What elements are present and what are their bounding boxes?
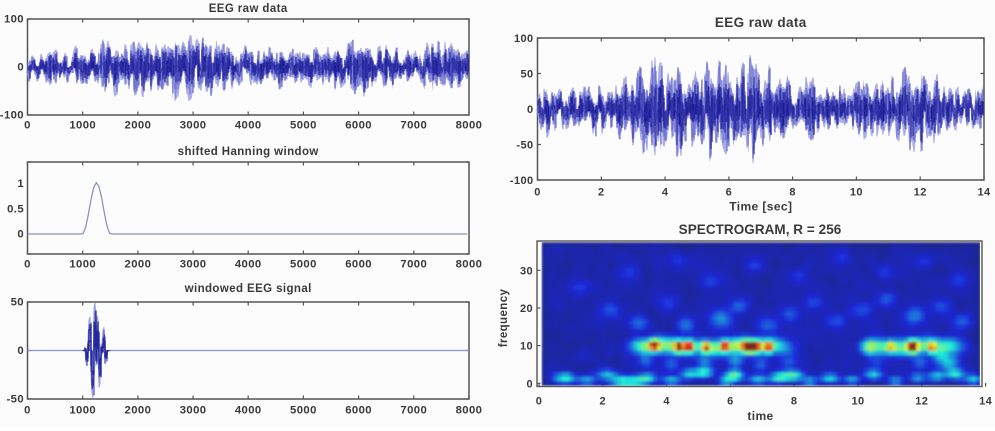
svg-text:2: 2 — [600, 396, 607, 408]
svg-text:0: 0 — [536, 396, 543, 408]
svg-text:1: 1 — [17, 178, 24, 190]
svg-text:1000: 1000 — [69, 405, 96, 417]
svg-text:2: 2 — [598, 187, 605, 199]
svg-text:0: 0 — [24, 120, 31, 132]
svg-text:4000: 4000 — [235, 120, 262, 132]
svg-text:4000: 4000 — [235, 259, 262, 271]
svg-text:6: 6 — [726, 187, 733, 199]
svg-text:3000: 3000 — [180, 120, 207, 132]
svg-text:0: 0 — [17, 62, 24, 74]
svg-text:-100: -100 — [510, 175, 534, 187]
svg-text:8000: 8000 — [456, 120, 483, 132]
svg-text:5000: 5000 — [290, 259, 317, 271]
svg-text:-50: -50 — [516, 140, 533, 152]
svg-text:12: 12 — [915, 396, 928, 408]
svg-text:frequency: frequency — [498, 289, 510, 348]
svg-text:50: 50 — [11, 297, 24, 309]
svg-text:6000: 6000 — [345, 405, 372, 417]
svg-text:3000: 3000 — [180, 405, 207, 417]
svg-text:windowed EEG signal: windowed EEG signal — [184, 283, 312, 295]
svg-text:0: 0 — [24, 259, 31, 271]
svg-text:8: 8 — [789, 187, 796, 199]
svg-text:SPECTROGRAM, R = 256: SPECTROGRAM, R = 256 — [679, 222, 842, 237]
svg-text:0: 0 — [24, 405, 31, 417]
svg-text:8000: 8000 — [456, 405, 483, 417]
svg-text:10: 10 — [851, 396, 864, 408]
svg-text:0: 0 — [526, 378, 533, 390]
svg-text:Time [sec]: Time [sec] — [729, 200, 792, 214]
svg-text:0: 0 — [17, 229, 24, 241]
svg-text:6000: 6000 — [345, 120, 372, 132]
svg-text:2000: 2000 — [125, 405, 152, 417]
svg-text:7000: 7000 — [400, 259, 427, 271]
svg-text:EEG raw data: EEG raw data — [209, 3, 288, 15]
svg-text:-50: -50 — [6, 394, 24, 406]
svg-text:0: 0 — [17, 345, 24, 357]
svg-text:5000: 5000 — [290, 405, 317, 417]
svg-text:100: 100 — [4, 14, 24, 26]
svg-text:1000: 1000 — [69, 259, 96, 271]
svg-text:7000: 7000 — [400, 120, 427, 132]
svg-text:time: time — [747, 409, 773, 423]
svg-text:6000: 6000 — [345, 259, 372, 271]
svg-text:-100: -100 — [0, 110, 24, 122]
svg-text:2000: 2000 — [125, 259, 152, 271]
svg-text:4000: 4000 — [235, 405, 262, 417]
svg-text:0.5: 0.5 — [7, 203, 24, 215]
svg-text:14: 14 — [979, 396, 993, 408]
svg-text:4: 4 — [663, 396, 670, 408]
svg-text:0: 0 — [534, 187, 541, 199]
svg-text:12: 12 — [914, 187, 927, 199]
svg-text:8: 8 — [791, 396, 798, 408]
svg-text:7000: 7000 — [400, 405, 427, 417]
svg-text:5000: 5000 — [290, 120, 317, 132]
svg-text:6: 6 — [727, 396, 734, 408]
svg-text:3000: 3000 — [180, 259, 207, 271]
svg-text:100: 100 — [514, 33, 534, 45]
svg-text:10: 10 — [850, 187, 863, 199]
svg-text:14: 14 — [977, 187, 991, 199]
svg-text:4: 4 — [662, 187, 669, 199]
svg-text:30: 30 — [520, 265, 533, 277]
svg-text:EEG raw data: EEG raw data — [715, 15, 807, 30]
svg-text:0: 0 — [527, 104, 534, 116]
svg-text:1000: 1000 — [69, 120, 96, 132]
svg-text:20: 20 — [520, 303, 533, 315]
svg-text:10: 10 — [520, 341, 533, 353]
svg-text:8000: 8000 — [456, 259, 483, 271]
svg-text:50: 50 — [520, 69, 533, 81]
svg-text:shifted Hanning window: shifted Hanning window — [178, 146, 319, 158]
svg-text:2000: 2000 — [125, 120, 152, 132]
